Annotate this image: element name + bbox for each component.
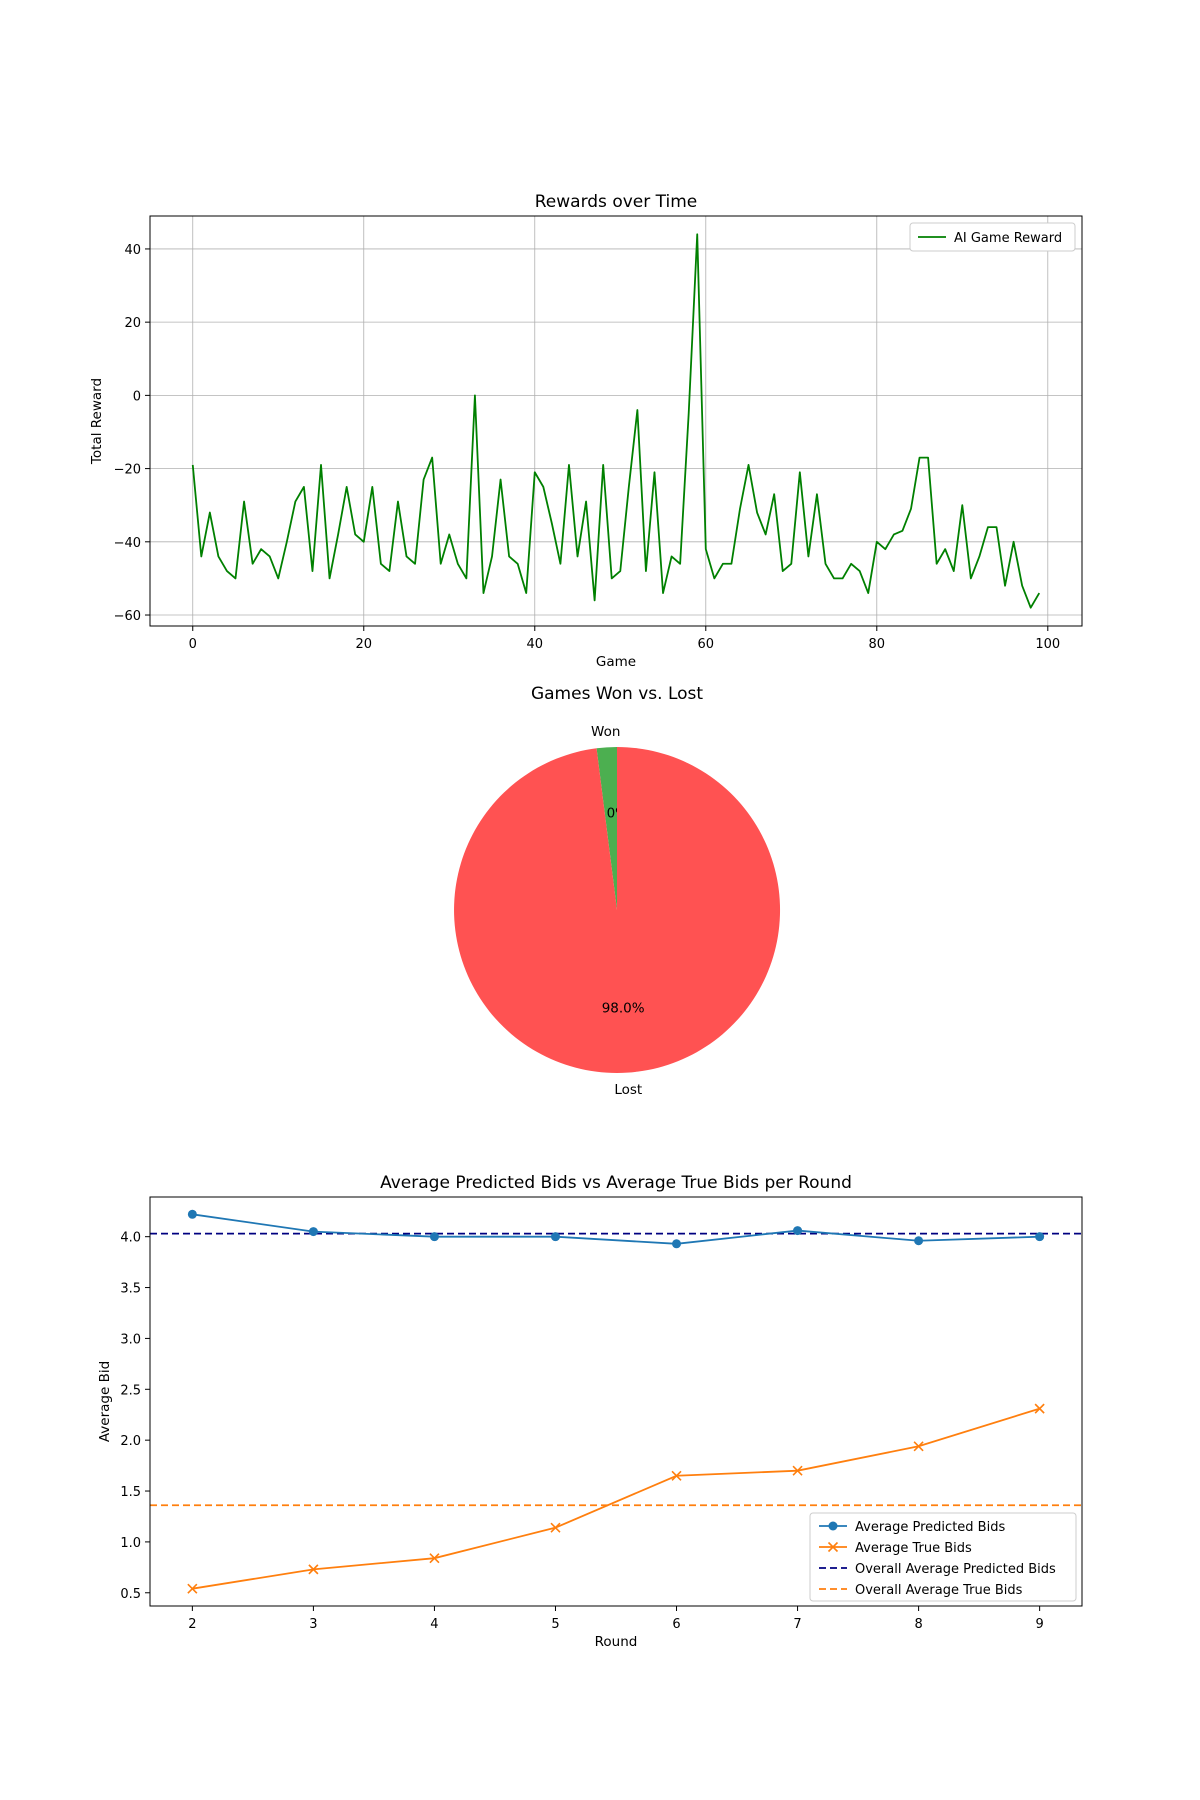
x-tick-label: 7	[793, 1617, 801, 1632]
y-tick-label: 3.5	[120, 1282, 141, 1297]
true-point	[671, 1470, 682, 1481]
y-tick-label: 1.0	[120, 1536, 141, 1551]
x-tick-label: 40	[526, 637, 543, 652]
x-tick-label: 6	[672, 1617, 680, 1632]
legend-marker-predicted	[828, 1521, 838, 1531]
y-tick-label: 0	[133, 389, 141, 404]
y-tick-label: −60	[114, 609, 141, 624]
chart-title: Rewards over Time	[535, 192, 698, 212]
x-tick-label: 20	[355, 637, 372, 652]
x-tick-label: 2	[188, 1617, 196, 1632]
legend: AI Game Reward	[909, 222, 1076, 252]
x-tick-label: 80	[869, 637, 886, 652]
true-point	[308, 1564, 319, 1575]
x-tick-label: 5	[551, 1617, 559, 1632]
chart-title: Average Predicted Bids vs Average True B…	[380, 1173, 852, 1193]
rewards-chart: 0 20 40 60 80 100 −60 −40 −20 0 20 40 Rewards over T…	[89, 192, 1083, 670]
x-axis-label: Game	[596, 654, 636, 670]
x-tick-label: 0	[189, 637, 197, 652]
predicted-point	[550, 1232, 560, 1242]
x-tick-label: 8	[914, 1617, 922, 1632]
true-point	[1034, 1403, 1045, 1414]
true-point	[550, 1522, 561, 1533]
predicted-series-line	[192, 1213, 1040, 1245]
bids-chart: 2 3 4 5 6 7 8 9 0.5 1.0 1.5 2.0 2.5 3.0 3.5 4.0 Average …	[97, 1173, 1083, 1650]
pie-title: Games Won vs. Lost	[531, 684, 703, 704]
true-point	[187, 1583, 198, 1594]
pie-label-won: Won	[591, 724, 620, 740]
x-tick-label: 4	[430, 1617, 438, 1632]
true-point	[913, 1441, 924, 1452]
plot-frame	[149, 215, 1083, 627]
predicted-point	[429, 1232, 439, 1242]
x-axis-label: Round	[595, 1634, 638, 1650]
predicted-point	[914, 1236, 924, 1246]
plot-frame	[149, 1196, 1083, 1607]
y-tick-label: −20	[114, 463, 141, 478]
legend-label-overall-true: Overall Average True Bids	[855, 1583, 1023, 1598]
pie-slice-won	[596, 747, 617, 910]
y-tick-label: 20	[124, 316, 141, 331]
legend: Average Predicted Bids Average True Bids O…	[809, 1512, 1077, 1602]
true-point	[792, 1465, 803, 1476]
legend-label: AI Game Reward	[954, 231, 1062, 246]
y-tick-label: 1.5	[120, 1485, 141, 1500]
legend-label-predicted: Average Predicted Bids	[855, 1520, 1005, 1535]
pie-pct-lost: 98.0%	[602, 1001, 645, 1017]
pie-slice-lost	[454, 747, 781, 1073]
predicted-point	[1035, 1232, 1045, 1242]
y-tick-label: 4.0	[120, 1231, 141, 1246]
predicted-point	[187, 1209, 197, 1219]
predicted-point	[672, 1239, 682, 1249]
y-axis-label: Total Reward	[89, 378, 105, 465]
y-tick-label: 3.0	[120, 1332, 141, 1347]
y-axis-label: Average Bid	[97, 1361, 113, 1442]
legend-box	[909, 222, 1076, 252]
x-tick-label: 60	[698, 637, 715, 652]
true-point	[429, 1553, 440, 1564]
true-series-line	[192, 1407, 1040, 1590]
legend-label-overall-predicted: Overall Average Predicted Bids	[855, 1562, 1056, 1577]
predicted-point	[308, 1227, 318, 1237]
x-tick-label: 3	[309, 1617, 317, 1632]
y-tick-label: 0.5	[120, 1587, 141, 1602]
y-tick-label: 40	[124, 243, 141, 258]
legend-marker-true	[827, 1541, 839, 1553]
y-tick-label: 2.5	[120, 1383, 141, 1398]
y-tick-label: 2.0	[120, 1434, 141, 1449]
pie-label-lost: Lost	[614, 1082, 642, 1098]
reward-series-line	[191, 233, 1041, 609]
x-tick-label: 9	[1035, 1617, 1043, 1632]
y-tick-label: −40	[114, 536, 141, 551]
legend-label-true: Average True Bids	[855, 1541, 972, 1556]
x-tick-label: 100	[1035, 637, 1060, 652]
legend-box	[809, 1512, 1077, 1602]
predicted-point	[793, 1226, 803, 1236]
